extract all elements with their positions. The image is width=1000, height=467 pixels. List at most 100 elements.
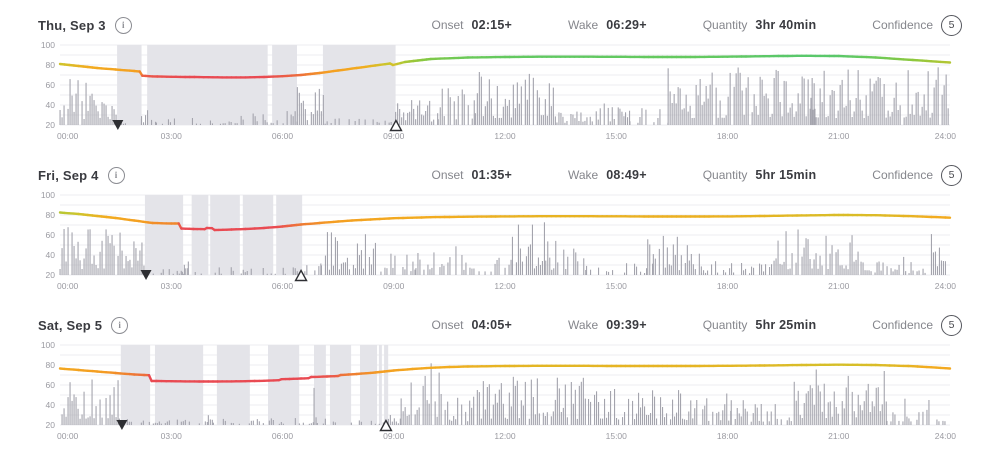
svg-text:06:00: 06:00 <box>272 131 294 141</box>
svg-text:100: 100 <box>41 190 55 200</box>
svg-text:06:00: 06:00 <box>272 281 294 291</box>
metric-confidence: Confidence 5 <box>872 314 962 336</box>
svg-text:24:00: 24:00 <box>935 131 957 141</box>
svg-text:21:00: 21:00 <box>828 281 850 291</box>
sleep-score-line <box>58 211 952 232</box>
svg-text:12:00: 12:00 <box>494 431 516 441</box>
svg-text:18:00: 18:00 <box>717 131 739 141</box>
y-axis-labels: 100 80 60 40 20 <box>41 40 55 130</box>
wake-label: Wake <box>568 168 599 182</box>
wake-marker-icon[interactable] <box>379 419 393 432</box>
panel-header: Thu, Sep 3 i Onset 02:15+ Wake 06:29+ Qu… <box>38 12 962 38</box>
info-icon[interactable]: i <box>114 16 132 34</box>
quantity-label: Quantity <box>702 318 748 332</box>
wake-value: 06:29+ <box>606 18 647 32</box>
quantity-value: 5hr 25min <box>755 318 817 332</box>
y-axis-labels: 100 80 60 40 20 <box>41 190 55 280</box>
wake-value: 09:39+ <box>606 318 647 332</box>
quantity-label: Quantity <box>702 18 748 32</box>
svg-text:80: 80 <box>46 210 56 220</box>
quantity-label: Quantity <box>702 168 748 182</box>
wake-label: Wake <box>568 18 599 32</box>
svg-text:21:00: 21:00 <box>828 431 850 441</box>
svg-text:40: 40 <box>46 100 56 110</box>
date-group: Thu, Sep 3 i <box>38 16 132 34</box>
date-label: Thu, Sep 3 <box>38 17 106 33</box>
onset-label: Onset <box>431 318 464 332</box>
svg-text:40: 40 <box>46 250 56 260</box>
info-icon[interactable]: i <box>111 316 129 334</box>
metric-onset: Onset 02:15+ <box>432 18 513 32</box>
y-axis-labels: 100 80 60 40 20 <box>41 340 55 430</box>
sleep-blocks <box>117 45 396 125</box>
metric-wake: Wake 09:39+ <box>568 318 647 332</box>
onset-label: Onset <box>431 168 464 182</box>
x-axis-labels: 00:00 03:00 06:00 09:00 12:00 15:00 18:00 21:00… <box>57 131 956 141</box>
svg-text:20: 20 <box>46 270 56 280</box>
metric-onset: Onset 01:35+ <box>432 168 513 182</box>
svg-text:40: 40 <box>46 400 56 410</box>
confidence-badge[interactable]: 5 <box>941 314 962 336</box>
svg-text:09:00: 09:00 <box>383 131 405 141</box>
svg-text:24:00: 24:00 <box>935 431 957 441</box>
metrics-row: Onset 02:15+ Wake 06:29+ Quantity 3hr 40… <box>432 14 962 36</box>
wake-marker-icon[interactable] <box>294 269 308 282</box>
date-label: Sat, Sep 5 <box>38 317 103 333</box>
wake-value: 08:49+ <box>606 168 647 182</box>
metric-quantity: Quantity 5hr 15min <box>703 168 817 182</box>
wake-label: Wake <box>568 318 599 332</box>
metric-wake: Wake 08:49+ <box>568 168 647 182</box>
x-axis-labels: 00:00 03:00 06:00 09:00 12:00 15:00 18:00 21:00… <box>57 431 956 441</box>
sleep-markers[interactable] <box>140 269 308 282</box>
svg-text:18:00: 18:00 <box>717 281 739 291</box>
confidence-label: Confidence <box>872 168 933 182</box>
confidence-badge[interactable]: 5 <box>941 14 962 36</box>
metric-wake: Wake 06:29+ <box>568 18 647 32</box>
activity-bars <box>59 67 949 125</box>
svg-text:00:00: 00:00 <box>57 431 79 441</box>
svg-text:15:00: 15:00 <box>606 281 628 291</box>
wake-marker-icon[interactable] <box>389 119 403 132</box>
onset-marker-icon[interactable] <box>116 420 128 430</box>
svg-text:100: 100 <box>41 40 55 50</box>
onset-marker-icon[interactable] <box>112 120 124 130</box>
svg-text:60: 60 <box>46 80 56 90</box>
svg-text:100: 100 <box>41 340 55 350</box>
metrics-row: Onset 04:05+ Wake 09:39+ Quantity 5hr 25… <box>432 314 962 336</box>
svg-text:20: 20 <box>46 420 56 430</box>
metric-quantity: Quantity 5hr 25min <box>703 318 817 332</box>
onset-value: 04:05+ <box>471 318 512 332</box>
svg-text:12:00: 12:00 <box>494 281 516 291</box>
svg-text:15:00: 15:00 <box>606 431 628 441</box>
date-label: Fri, Sep 4 <box>38 167 99 183</box>
svg-text:00:00: 00:00 <box>57 131 79 141</box>
onset-value: 02:15+ <box>471 18 512 32</box>
svg-text:09:00: 09:00 <box>383 431 405 441</box>
svg-text:15:00: 15:00 <box>606 131 628 141</box>
metric-onset: Onset 04:05+ <box>432 318 513 332</box>
sleep-markers[interactable] <box>116 419 393 432</box>
gridlines <box>60 344 950 426</box>
quantity-value: 3hr 40min <box>755 18 817 32</box>
confidence-badge[interactable]: 5 <box>941 164 962 186</box>
activity-bars <box>59 222 946 275</box>
panel-header: Fri, Sep 4 i Onset 01:35+ Wake 08:49+ Qu… <box>38 162 962 188</box>
svg-text:80: 80 <box>46 360 56 370</box>
onset-label: Onset <box>431 18 464 32</box>
metrics-row: Onset 01:35+ Wake 08:49+ Quantity 5hr 15… <box>432 164 962 186</box>
sleep-markers[interactable] <box>112 119 403 132</box>
svg-text:03:00: 03:00 <box>161 131 183 141</box>
svg-text:06:00: 06:00 <box>272 431 294 441</box>
sleep-score-line <box>58 54 952 79</box>
sleep-blocks <box>120 345 389 425</box>
svg-text:09:00: 09:00 <box>383 281 405 291</box>
metric-confidence: Confidence 5 <box>872 164 962 186</box>
onset-marker-icon[interactable] <box>140 270 152 280</box>
activity-bars <box>61 363 946 425</box>
confidence-label: Confidence <box>872 18 933 32</box>
svg-text:03:00: 03:00 <box>161 281 183 291</box>
info-icon[interactable]: i <box>107 166 125 184</box>
